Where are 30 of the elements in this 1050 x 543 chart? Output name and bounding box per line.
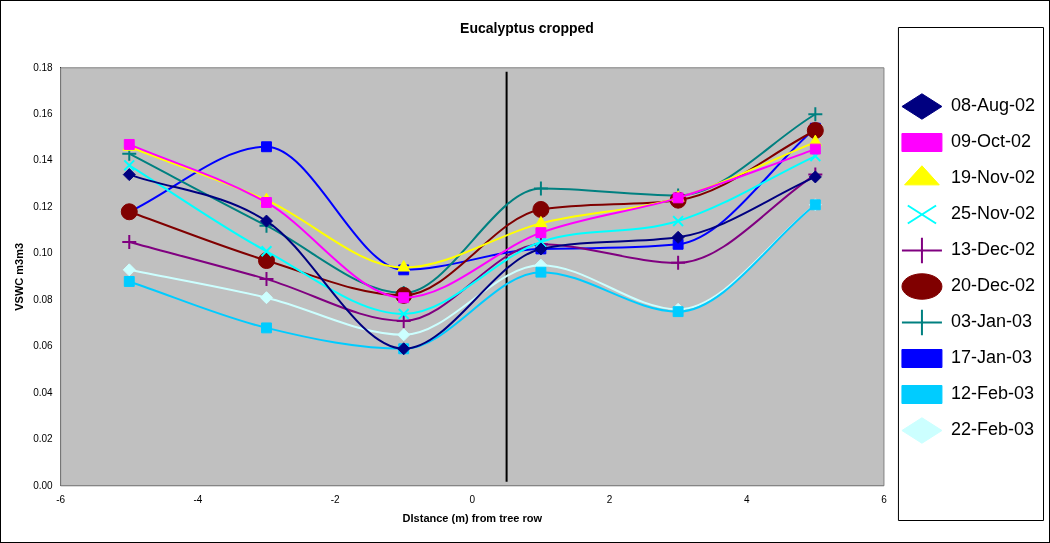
legend-label: 13-Dec-02 — [950, 239, 1035, 260]
legend-label: 25-Nov-02 — [950, 203, 1035, 224]
x-tick-label: -6 — [56, 493, 66, 505]
y-tick-label: 0.12 — [33, 200, 54, 212]
legend-label: 19-Nov-02 — [950, 167, 1035, 188]
x-tick-label: 2 — [606, 493, 613, 505]
legend-label: 03-Jan-03 — [950, 311, 1032, 332]
y-tick-label: 0.08 — [33, 293, 54, 305]
x-tick-label: 0 — [469, 493, 476, 505]
y-tick-label: 0.04 — [33, 386, 54, 398]
x-tick-label: 6 — [881, 493, 888, 505]
y-tick-label: 0.14 — [33, 154, 54, 166]
y-tick-label: 0.10 — [33, 247, 54, 259]
y-tick-label: 0.18 — [33, 61, 54, 73]
y-tick-label: 0.06 — [33, 340, 54, 352]
y-axis-title: VSWC m3m3 — [12, 242, 25, 311]
chart-title: Eucalyptus cropped — [460, 20, 594, 37]
x-axis-title: DIstance (m) from tree row — [402, 512, 543, 525]
legend-label: 09-Oct-02 — [950, 131, 1031, 152]
legend-label: 20-Dec-02 — [950, 275, 1035, 296]
legend-label: 08-Aug-02 — [950, 95, 1035, 116]
y-tick-label: 0.02 — [33, 433, 54, 445]
y-tick-label: 0.16 — [33, 107, 54, 119]
legend-label: 12-Feb-03 — [950, 383, 1034, 404]
x-tick-label: 4 — [743, 493, 750, 505]
legend-label: 22-Feb-03 — [950, 419, 1034, 440]
legend-label: 17-Jan-03 — [950, 347, 1032, 368]
x-tick-label: -2 — [330, 493, 340, 505]
y-tick-label: 0.00 — [33, 479, 54, 491]
x-tick-label: -4 — [193, 493, 203, 505]
